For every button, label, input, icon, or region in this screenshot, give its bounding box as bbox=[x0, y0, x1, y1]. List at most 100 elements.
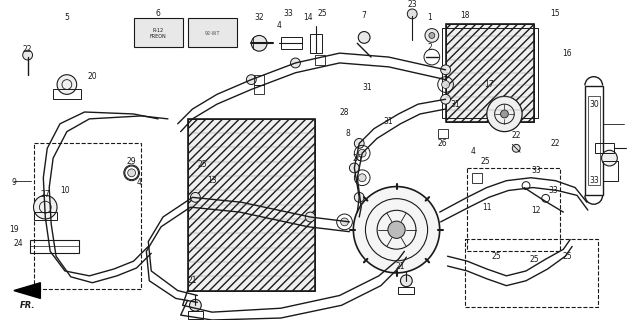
Text: 7: 7 bbox=[362, 11, 367, 20]
Polygon shape bbox=[14, 283, 40, 299]
Bar bbox=[465, 239, 598, 307]
Circle shape bbox=[355, 192, 364, 202]
Text: 9: 9 bbox=[12, 178, 17, 187]
Text: 26: 26 bbox=[353, 154, 362, 163]
Circle shape bbox=[22, 50, 33, 60]
Text: 15: 15 bbox=[550, 9, 560, 18]
Bar bbox=[188, 119, 315, 291]
Circle shape bbox=[358, 174, 366, 182]
Circle shape bbox=[602, 150, 618, 166]
Circle shape bbox=[355, 139, 364, 148]
Circle shape bbox=[191, 192, 200, 202]
Circle shape bbox=[189, 300, 202, 311]
Text: 10: 10 bbox=[60, 186, 70, 195]
Text: R·12
FREON: R·12 FREON bbox=[150, 28, 166, 39]
Text: 19: 19 bbox=[9, 225, 19, 234]
Circle shape bbox=[246, 75, 256, 84]
Bar bbox=[310, 34, 322, 53]
Bar bbox=[188, 18, 237, 47]
Text: 4: 4 bbox=[137, 178, 142, 187]
Text: 33: 33 bbox=[284, 9, 294, 18]
Circle shape bbox=[252, 36, 267, 51]
Bar bbox=[399, 287, 414, 294]
Text: 22: 22 bbox=[23, 45, 33, 54]
Text: 17: 17 bbox=[484, 80, 493, 89]
Bar bbox=[585, 85, 603, 196]
Text: 31: 31 bbox=[362, 83, 372, 92]
Circle shape bbox=[128, 169, 136, 177]
Circle shape bbox=[407, 9, 417, 19]
Text: 92-WT: 92-WT bbox=[204, 31, 220, 36]
Bar bbox=[29, 240, 79, 253]
Text: 25: 25 bbox=[317, 9, 327, 18]
Text: 22: 22 bbox=[550, 139, 560, 148]
Bar bbox=[281, 37, 302, 49]
Text: 32: 32 bbox=[254, 13, 264, 22]
Bar bbox=[438, 129, 447, 139]
Text: 8: 8 bbox=[345, 129, 350, 138]
Text: 5: 5 bbox=[65, 13, 69, 22]
Text: 24: 24 bbox=[13, 239, 22, 248]
Circle shape bbox=[500, 110, 508, 118]
Bar bbox=[595, 143, 614, 153]
Text: 28: 28 bbox=[340, 108, 349, 116]
Text: 6: 6 bbox=[156, 9, 161, 18]
Circle shape bbox=[353, 187, 440, 273]
Circle shape bbox=[441, 65, 451, 75]
Text: 29: 29 bbox=[127, 156, 136, 165]
Circle shape bbox=[429, 33, 435, 38]
Circle shape bbox=[425, 28, 438, 42]
Circle shape bbox=[305, 212, 315, 222]
Bar bbox=[442, 28, 538, 118]
Text: 14: 14 bbox=[303, 13, 313, 22]
Text: 1: 1 bbox=[428, 13, 432, 22]
Text: 16: 16 bbox=[563, 49, 572, 58]
Bar bbox=[445, 24, 534, 122]
Bar bbox=[472, 173, 482, 183]
Text: 25: 25 bbox=[529, 255, 539, 264]
Text: 12: 12 bbox=[531, 206, 541, 215]
Circle shape bbox=[129, 170, 134, 176]
Circle shape bbox=[512, 144, 520, 152]
Bar bbox=[188, 311, 204, 319]
Text: 2: 2 bbox=[428, 43, 432, 52]
Text: 25: 25 bbox=[492, 252, 501, 261]
Circle shape bbox=[401, 275, 412, 287]
Text: 33: 33 bbox=[590, 176, 600, 185]
Circle shape bbox=[340, 218, 348, 226]
Bar bbox=[315, 55, 325, 65]
Text: 21: 21 bbox=[188, 276, 197, 285]
Text: 31: 31 bbox=[384, 117, 394, 126]
Bar bbox=[33, 143, 141, 289]
Text: 25: 25 bbox=[198, 161, 207, 170]
Circle shape bbox=[57, 75, 77, 94]
Circle shape bbox=[33, 196, 57, 219]
Text: 25: 25 bbox=[480, 156, 490, 165]
Text: 26: 26 bbox=[438, 139, 447, 148]
Text: 4: 4 bbox=[276, 21, 281, 30]
Text: 31: 31 bbox=[451, 100, 460, 109]
Text: 27: 27 bbox=[40, 190, 50, 199]
Bar bbox=[467, 168, 561, 251]
Circle shape bbox=[442, 81, 449, 88]
Text: 11: 11 bbox=[482, 203, 492, 212]
Text: 22: 22 bbox=[511, 131, 521, 140]
Text: 13: 13 bbox=[207, 176, 217, 185]
Bar bbox=[53, 89, 81, 99]
Circle shape bbox=[441, 94, 451, 104]
Circle shape bbox=[291, 58, 300, 68]
Text: 20: 20 bbox=[88, 72, 97, 81]
Text: 33: 33 bbox=[548, 186, 558, 195]
Text: 23: 23 bbox=[408, 0, 417, 9]
Circle shape bbox=[349, 163, 359, 173]
Text: 30: 30 bbox=[590, 100, 600, 109]
Text: 21: 21 bbox=[396, 261, 405, 270]
Circle shape bbox=[388, 221, 405, 238]
Bar bbox=[445, 24, 534, 122]
Circle shape bbox=[487, 96, 522, 132]
Circle shape bbox=[358, 149, 366, 157]
Bar bbox=[603, 161, 618, 181]
Text: 4: 4 bbox=[470, 147, 476, 156]
Bar bbox=[254, 75, 264, 84]
Bar bbox=[588, 96, 600, 185]
